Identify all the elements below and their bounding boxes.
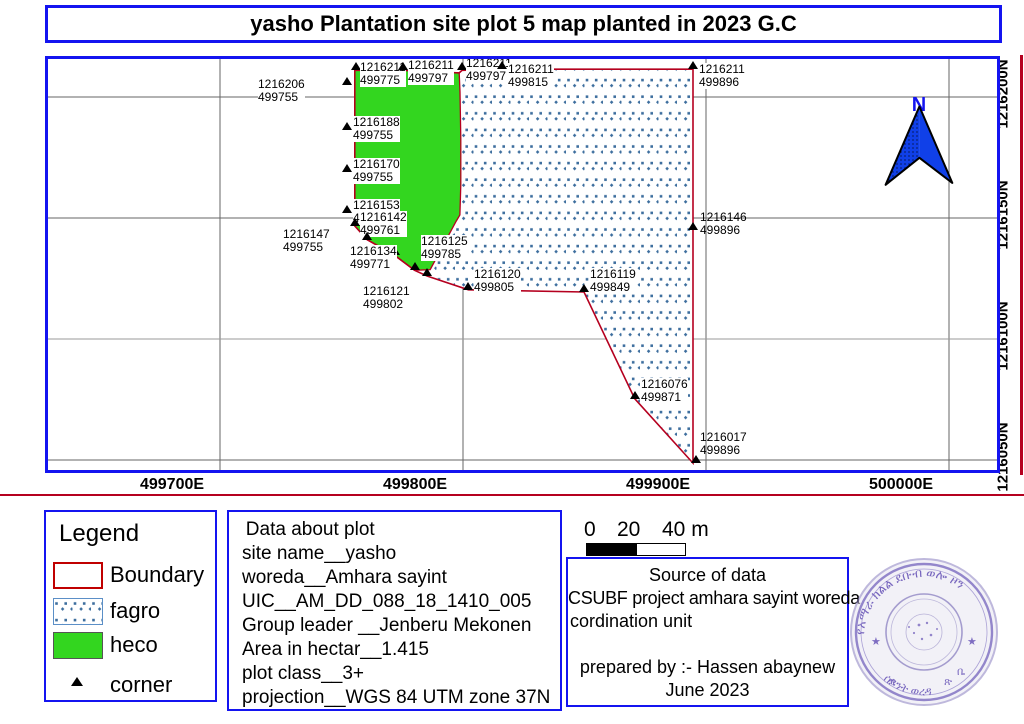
svg-text:ግ: ግ [889, 676, 895, 688]
svg-text:★: ★ [967, 636, 977, 648]
svg-text:★: ★ [871, 636, 881, 648]
svg-text:ጽ: ጽ [944, 676, 952, 688]
svg-text:ቤ: ቤ [957, 666, 965, 678]
